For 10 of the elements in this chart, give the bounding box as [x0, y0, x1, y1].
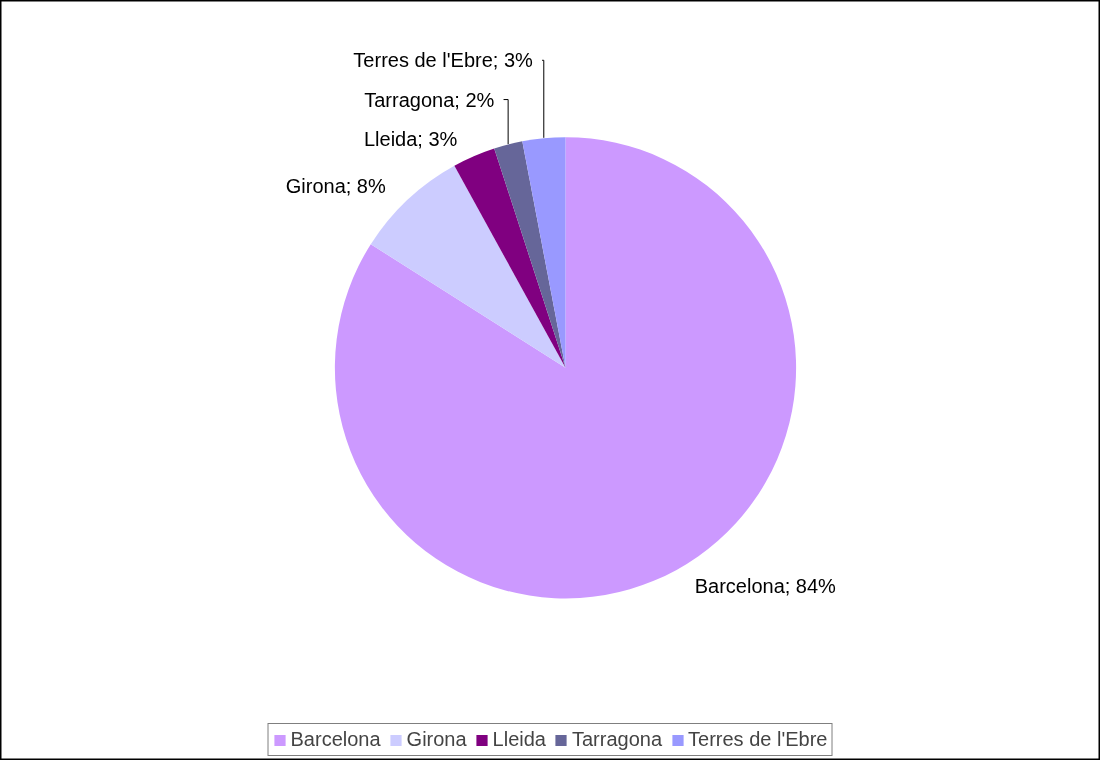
data-label: Barcelona; 84% [694, 575, 837, 598]
data-label: Girona; 8% [285, 174, 386, 197]
data-label: Tarragona; 2% [364, 88, 495, 111]
legend-label: Terres de l'Ebre [688, 728, 828, 751]
legend-label: Lleida [492, 728, 546, 751]
legend-label: Tarragona [571, 728, 663, 751]
legend-label: Barcelona [290, 728, 381, 751]
data-label: Terres de l'Ebre; 3% [353, 49, 534, 72]
data-label: Lleida; 3% [363, 127, 458, 150]
legend-label: Girona [406, 728, 467, 751]
